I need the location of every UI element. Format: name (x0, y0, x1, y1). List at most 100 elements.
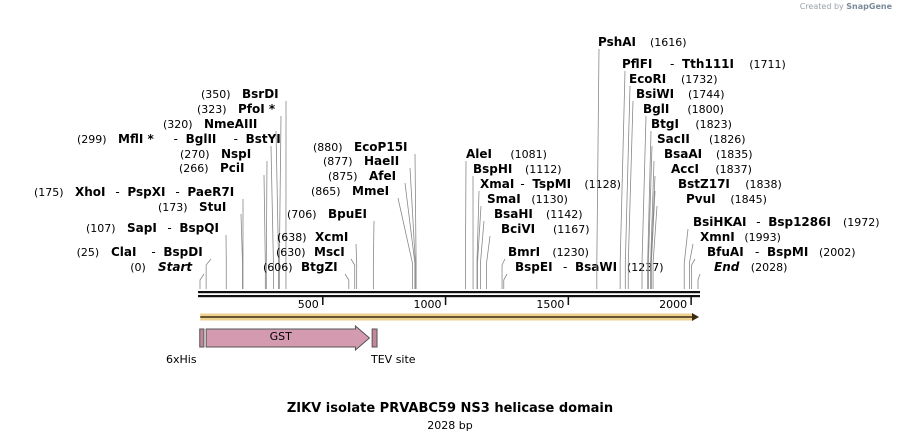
site-btgi[interactable]: BtgI (1823) (647, 117, 732, 289)
site-connector (652, 205, 658, 289)
enzyme-name: NspI (221, 147, 251, 161)
site-position: (706) (287, 208, 317, 221)
site-alei[interactable]: AleI (1081) (465, 147, 547, 289)
site-bfuai[interactable]: BfuAI - BspMI (2002) (691, 245, 856, 289)
site-sacii[interactable]: SacII (1826) (647, 132, 746, 289)
site-bmri[interactable]: BmrI (1230) (501, 245, 589, 289)
orf-arrow[interactable] (200, 313, 699, 321)
enzyme-name: XhoI (75, 185, 106, 199)
site-bsahi[interactable]: BsaHI (1142) (480, 207, 583, 289)
site-connector (486, 235, 491, 289)
enzyme-name: BstYI (246, 132, 281, 146)
site-position: (1128) (584, 178, 621, 191)
enzyme-name: XmaI (480, 177, 514, 191)
site-connector (263, 174, 266, 289)
enzyme-name: PvuI (686, 192, 716, 206)
name-separator: - (670, 57, 674, 71)
enzyme-name: BspDI (163, 245, 202, 259)
site-position: (877) (323, 155, 353, 168)
site-nspi[interactable]: (270) NspI (180, 147, 268, 289)
site-connector (650, 190, 656, 289)
site-connector (477, 205, 482, 289)
site-xmni[interactable]: XmnI (1993) (689, 230, 781, 289)
feature-6xhis[interactable]: 6xHis (166, 328, 205, 366)
enzyme-name: XmnI (700, 230, 735, 244)
name-separator: - (520, 177, 524, 191)
site-mfli[interactable]: (299) MflI * - BglII - BstYI (77, 132, 281, 289)
site-bcivi[interactable]: BciVI (1167) (486, 222, 590, 289)
enzyme-name: BtgZI (301, 260, 338, 274)
site-stui[interactable]: (173) StuI (158, 200, 243, 289)
site-position: (1130) (531, 193, 568, 206)
site-ecori[interactable]: EcoRI (1732) (624, 72, 718, 289)
site-bsihkai[interactable]: BsiHKAI - Bsp1286I (1972) (683, 215, 880, 289)
site-position: (107) (86, 222, 116, 235)
site-pshai[interactable]: PshAI (1616) (596, 35, 687, 289)
site-bgli[interactable]: BglI (1800) (641, 102, 724, 289)
site-connector (240, 213, 243, 289)
site-position: (880) (313, 141, 343, 154)
site-msci[interactable]: (630) MscI (276, 245, 356, 289)
enzyme-name: AleI (466, 147, 492, 161)
feature-gst[interactable]: GST (205, 324, 371, 352)
enzyme-name: BspQI (179, 221, 219, 235)
site-pflfi[interactable]: PflFI - Tth111I (1711) (619, 57, 786, 289)
site-bpuei[interactable]: (706) BpuEI (287, 207, 375, 289)
feature-label: GST (270, 330, 293, 343)
site-smai[interactable]: SmaI (1130) (477, 192, 568, 289)
site-connector (501, 258, 506, 289)
site-connector (641, 115, 647, 289)
site-ecop15i[interactable]: (880) EcoP15I (313, 140, 417, 289)
site-position: (1972) (843, 216, 880, 229)
enzyme-name: PspXI (127, 185, 165, 199)
site-connector (691, 258, 696, 289)
site-position: (2002) (819, 246, 856, 259)
site-xmai[interactable]: XmaI - TspMI (1128) (476, 177, 621, 289)
site-afei[interactable]: (875) AfeI (328, 169, 416, 289)
enzyme-name: BspMI (767, 245, 808, 259)
site-position: (1835) (716, 148, 753, 161)
name-separator: - (563, 260, 567, 274)
site-position: (1837) (715, 163, 752, 176)
snapgene-logo-text: SnapGene (846, 2, 892, 11)
site-position: (25) (77, 246, 100, 259)
site-start[interactable]: (0) Start (130, 260, 205, 289)
tick-label: 2000 (659, 298, 687, 311)
site-connector (409, 167, 416, 289)
enzyme-name: BsaHI (494, 207, 533, 221)
site-btgzi[interactable]: (606) BtgZI (263, 260, 350, 289)
site-haeii[interactable]: (877) HaeII (323, 154, 416, 289)
site-pcii[interactable]: (266) PciI (179, 161, 266, 289)
site-mmei[interactable]: (865) MmeI (311, 184, 413, 289)
feature-tev-site[interactable]: TEV site (370, 328, 416, 366)
site-connector (355, 243, 358, 289)
site-bstz17i[interactable]: BstZ17I (1838) (650, 177, 782, 289)
enzyme-name: StuI (199, 200, 226, 214)
feature-label: TEV site (370, 353, 416, 366)
enzyme-name: ClaI (111, 245, 136, 259)
site-position: (1142) (546, 208, 583, 221)
site-bsphi[interactable]: BspHI (1112) (472, 162, 562, 289)
site-clai[interactable]: (25) ClaI - BspDI (77, 245, 212, 289)
site-pvui[interactable]: PvuI (1845) (652, 192, 767, 289)
site-position: (1112) (525, 163, 562, 176)
enzyme-name: BsiWI (636, 87, 674, 101)
site-bsrdi[interactable]: (350) BsrDI (201, 87, 287, 289)
tick-2000: 2000 (659, 297, 692, 311)
site-position: (1081) (510, 148, 547, 161)
site-connector (596, 48, 600, 289)
site-nmeaiii[interactable]: (320) NmeAIII (163, 117, 279, 289)
name-separator: - (151, 245, 155, 259)
site-xcmi[interactable]: (638) XcmI (277, 230, 358, 289)
site-pfoi[interactable]: (323) PfoI * (197, 102, 282, 289)
name-separator: - (234, 132, 238, 146)
site-end[interactable]: End (2028) (697, 260, 787, 289)
enzyme-name: BfuAI (707, 245, 744, 259)
enzyme-name: TspMI (532, 177, 571, 191)
site-bsaai[interactable]: BsaAI (1835) (650, 147, 753, 289)
site-sapi[interactable]: (107) SapI - BspQI (86, 221, 227, 289)
site-bsiwi[interactable]: BsiWI (1744) (627, 87, 725, 289)
site-bspei[interactable]: BspEI - BsaWI (1237) (503, 260, 664, 289)
site-xhoi[interactable]: (175) XhoI - PspXI - PaeR7I (34, 185, 244, 289)
